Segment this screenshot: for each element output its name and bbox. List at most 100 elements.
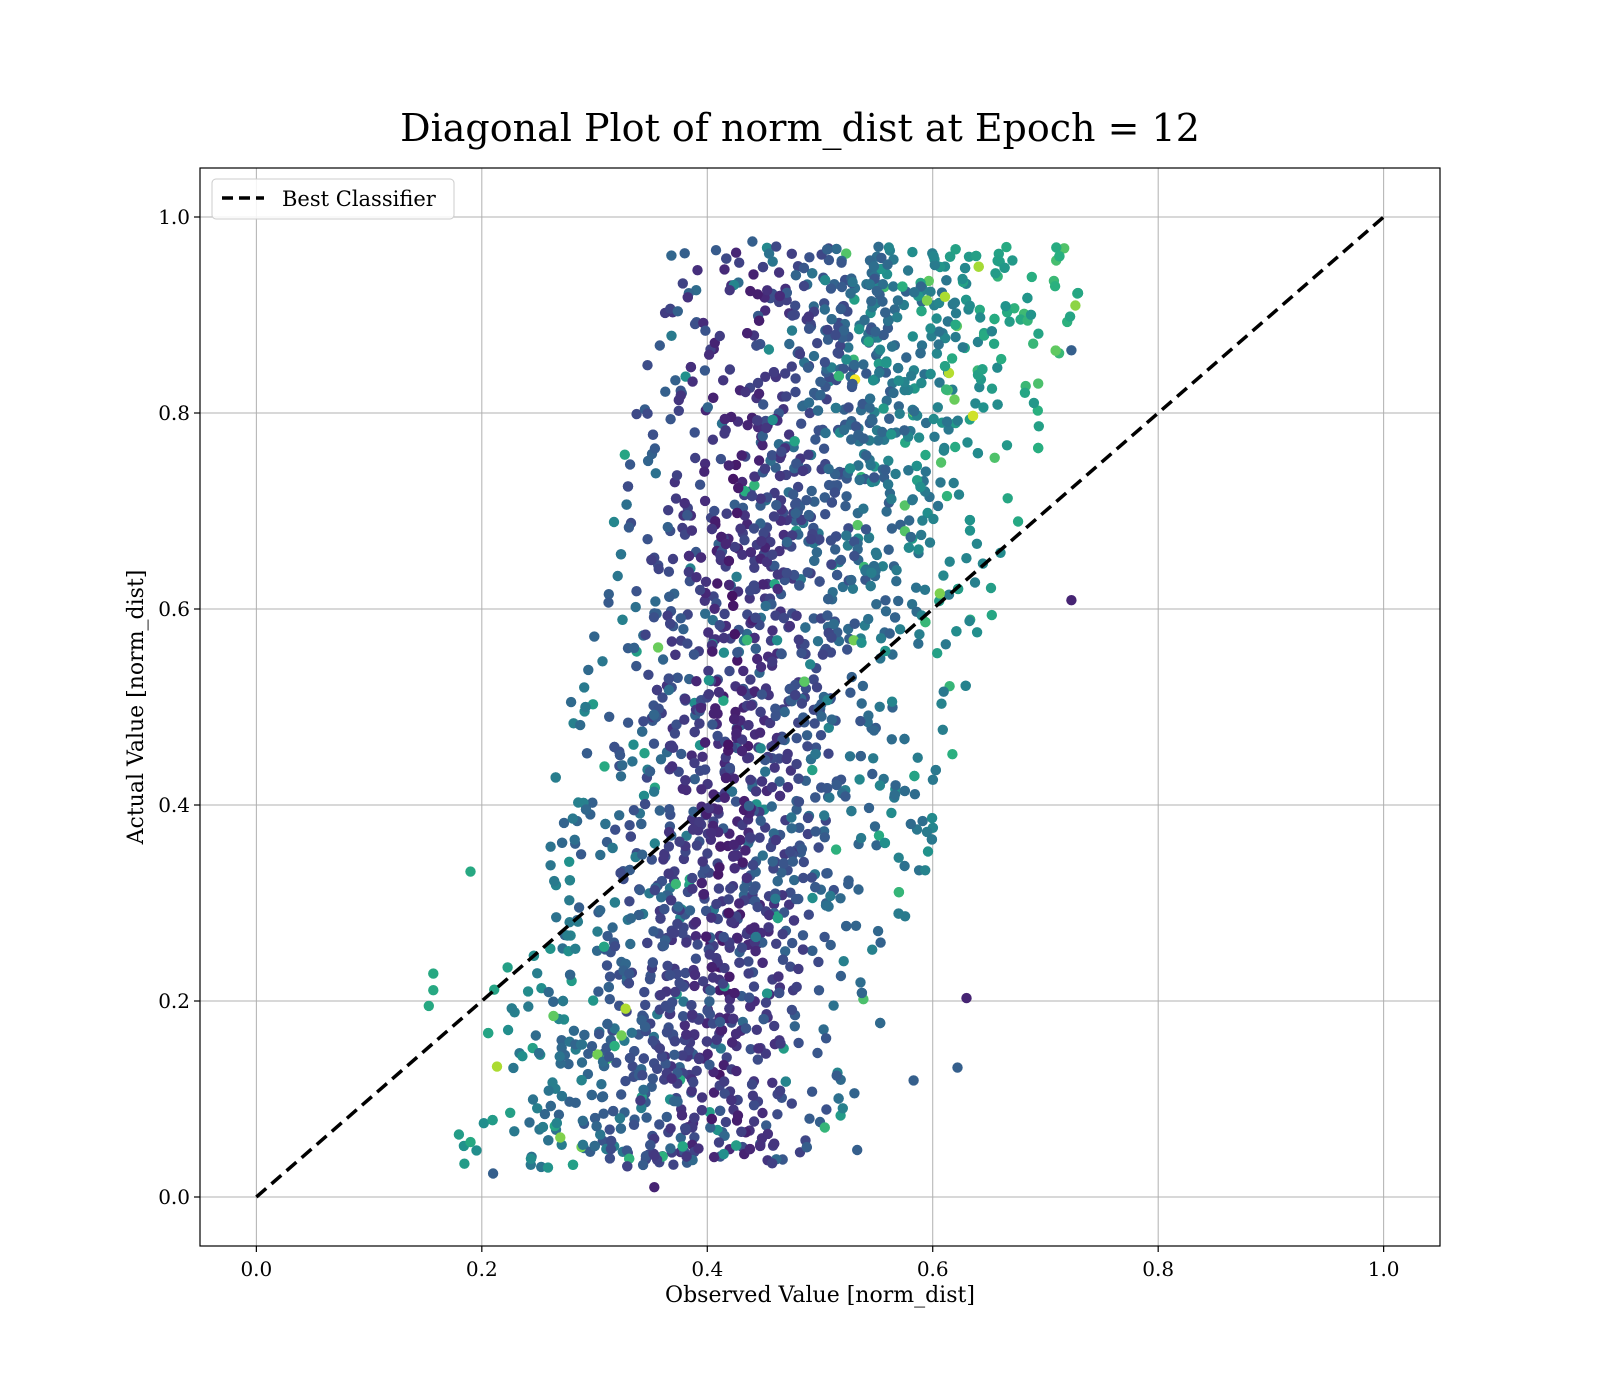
scatter-point xyxy=(771,499,782,511)
scatter-point xyxy=(553,1109,565,1120)
scatter-point xyxy=(642,360,653,371)
scatter-point xyxy=(724,579,735,591)
scatter-point xyxy=(936,698,947,709)
scatter-point xyxy=(655,754,667,765)
scatter-point xyxy=(761,1120,772,1131)
scatter-point xyxy=(687,872,698,884)
scatter-point xyxy=(864,393,876,404)
scatter-point xyxy=(793,963,804,975)
scatter-point xyxy=(944,251,956,262)
scatter-point xyxy=(791,981,802,993)
scatter-point xyxy=(718,1148,729,1160)
scatter-point-outlier xyxy=(952,1062,963,1073)
y-tick-label: 0.8 xyxy=(158,401,190,425)
scatter-point xyxy=(932,402,943,413)
scatter-point xyxy=(706,1113,717,1125)
scatter-point xyxy=(636,818,647,830)
scatter-point xyxy=(767,1158,778,1169)
scatter-point xyxy=(694,816,705,828)
scatter-point xyxy=(545,860,556,871)
scatter-point xyxy=(604,1153,616,1164)
scatter-point xyxy=(838,325,850,336)
scatter-point xyxy=(812,405,824,416)
scatter-point xyxy=(845,288,856,299)
scatter-point xyxy=(767,414,778,426)
scatter-point xyxy=(689,980,700,992)
scatter-point xyxy=(882,479,894,490)
scatter-point xyxy=(772,876,783,887)
scatter-point xyxy=(718,695,729,706)
scatter-point xyxy=(880,606,892,617)
scatter-point xyxy=(668,927,680,939)
scatter-point xyxy=(815,730,827,741)
scatter-point xyxy=(824,792,835,803)
scatter-point xyxy=(948,477,959,489)
scatter-point xyxy=(941,275,952,286)
scatter-point xyxy=(729,863,740,874)
scatter-point xyxy=(893,852,904,863)
legend-entry-best-classifier: Best Classifier xyxy=(282,187,437,211)
scatter-point xyxy=(753,388,765,399)
scatter-point xyxy=(781,536,793,548)
scatter-point xyxy=(909,287,920,298)
scatter-point xyxy=(957,342,968,353)
scatter-point xyxy=(703,675,715,686)
scatter-point xyxy=(822,868,833,879)
scatter-point xyxy=(576,1057,588,1068)
scatter-point xyxy=(1059,243,1070,254)
x-tick-label: 0.6 xyxy=(917,1257,949,1281)
scatter-point xyxy=(938,445,950,456)
scatter-point xyxy=(699,595,710,606)
scatter-point xyxy=(856,698,867,709)
scatter-point xyxy=(959,262,971,274)
scatter-point xyxy=(964,525,976,536)
scatter-point xyxy=(986,326,997,337)
scatter-point xyxy=(838,424,850,436)
scatter-point xyxy=(702,1048,713,1060)
scatter-point xyxy=(919,584,931,595)
scatter-point xyxy=(843,402,854,413)
scatter-point xyxy=(702,848,713,859)
scatter-point xyxy=(707,719,718,730)
scatter-point xyxy=(588,995,599,1006)
scatter-point xyxy=(719,1088,730,1099)
scatter-point xyxy=(907,495,918,506)
scatter-point xyxy=(677,278,688,289)
ticks: 0.0 0.2 0.4 0.6 0.8 1.0 0.0 0.2 0.4 0.6 0.8 1.0 xyxy=(158,205,1399,1281)
scatter-point xyxy=(789,1021,800,1032)
scatter-point xyxy=(888,387,899,399)
scatter-point xyxy=(703,627,714,638)
scatter-point xyxy=(696,1092,708,1103)
scatter-point xyxy=(532,1103,543,1114)
scatter-point xyxy=(855,715,866,727)
x-axis-label: Observed Value [norm_dist] xyxy=(665,1283,975,1308)
scatter-point xyxy=(969,577,981,588)
scatter-point xyxy=(892,362,904,374)
scatter-point xyxy=(825,939,836,951)
scatter-point xyxy=(749,922,760,933)
scatter-point xyxy=(670,375,681,386)
scatter-point xyxy=(1033,378,1044,389)
scatter-point xyxy=(832,347,843,358)
scatter-point xyxy=(669,1036,681,1047)
scatter-point xyxy=(858,359,869,370)
scatter-point xyxy=(809,718,820,729)
scatter-point xyxy=(767,856,778,867)
scatter-point xyxy=(757,579,769,590)
scatter-point xyxy=(726,786,738,797)
scatter-point xyxy=(759,463,771,474)
scatter-point xyxy=(786,248,797,259)
scatter-point xyxy=(1033,328,1044,339)
scatter-point xyxy=(754,727,766,738)
scatter-point xyxy=(753,455,765,466)
scatter-point xyxy=(927,774,939,785)
scatter-point xyxy=(745,832,756,843)
scatter-point xyxy=(691,572,702,583)
scatter-point xyxy=(668,1159,679,1170)
scatter-point xyxy=(781,567,792,579)
scatter-point xyxy=(708,1087,720,1098)
scatter-point xyxy=(803,397,815,408)
scatter-point xyxy=(774,1085,786,1097)
scatter-point xyxy=(844,463,856,474)
scatter-point xyxy=(774,470,786,482)
